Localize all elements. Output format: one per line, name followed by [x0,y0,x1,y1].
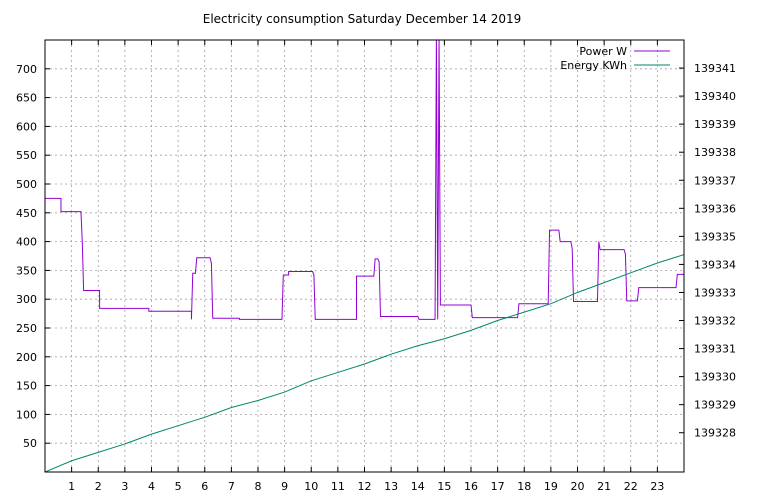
x-tick-label: 9 [281,480,288,493]
y2-tick-label: 139330 [694,371,736,384]
legend-label: Power W [579,45,627,58]
x-tick-label: 22 [624,480,638,493]
x-tick-label: 21 [597,480,611,493]
y-tick-label: 450 [16,207,37,220]
y2-tick-label: 139328 [694,427,736,440]
x-tick-label: 11 [331,480,345,493]
y-tick-label: 700 [16,63,37,76]
x-tick-label: 14 [411,480,425,493]
y2-tick-label: 139340 [694,90,736,103]
y2-tick-label: 139341 [694,62,736,75]
y2-tick-label: 139338 [694,146,736,159]
y-tick-label: 200 [16,351,37,364]
x-tick-label: 5 [175,480,182,493]
y-tick-label: 300 [16,293,37,306]
x-tick-label: 4 [148,480,155,493]
x-tick-label: 15 [437,480,451,493]
chart-title: Electricity consumption Saturday Decembe… [203,12,522,26]
x-tick-label: 19 [544,480,558,493]
x-tick-label: 20 [571,480,585,493]
y-tick-label: 500 [16,178,37,191]
x-tick-label: 17 [491,480,505,493]
y-tick-label: 600 [16,120,37,133]
grid-layer [45,40,684,472]
y2-tick-label: 139331 [694,343,736,356]
series-line-energy-kwh [45,254,684,472]
legend-label: Energy KWh [560,59,627,72]
y-tick-label: 50 [23,437,37,450]
x-tick-label: 3 [121,480,128,493]
x-tick-label: 6 [201,480,208,493]
x-tick-label: 16 [464,480,478,493]
y-tick-label: 350 [16,264,37,277]
series-layer [45,40,684,472]
y-tick-label: 550 [16,149,37,162]
x-tick-label: 13 [384,480,398,493]
y2-tick-label: 139337 [694,174,736,187]
x-tick-label: 7 [228,480,235,493]
x-tick-label: 12 [358,480,372,493]
y-tick-label: 150 [16,380,37,393]
x-tick-label: 10 [304,480,318,493]
y-tick-label: 100 [16,408,37,421]
x-tick-label: 2 [95,480,102,493]
y2-tick-label: 139332 [694,315,736,328]
y-tick-label: 650 [16,92,37,105]
y2-tick-label: 139339 [694,118,736,131]
y-tick-label: 250 [16,322,37,335]
series-line-power-w [45,40,684,320]
x-tick-label: 23 [650,480,664,493]
y2-tick-label: 139335 [694,230,736,243]
y2-tick-label: 139329 [694,399,736,412]
y2-tick-label: 139336 [694,202,736,215]
y2-tick-label: 139334 [694,258,736,271]
x-tick-label: 18 [517,480,531,493]
x-tick-label: 8 [255,480,262,493]
tick-layer: 1 2 3 4 5 6 7 8 9 10 11 12 13 14 15 16 17 18 19 20 21 22 23501… [16,40,736,493]
y-tick-label: 400 [16,236,37,249]
y2-tick-label: 139333 [694,286,736,299]
x-tick-label: 1 [68,480,75,493]
